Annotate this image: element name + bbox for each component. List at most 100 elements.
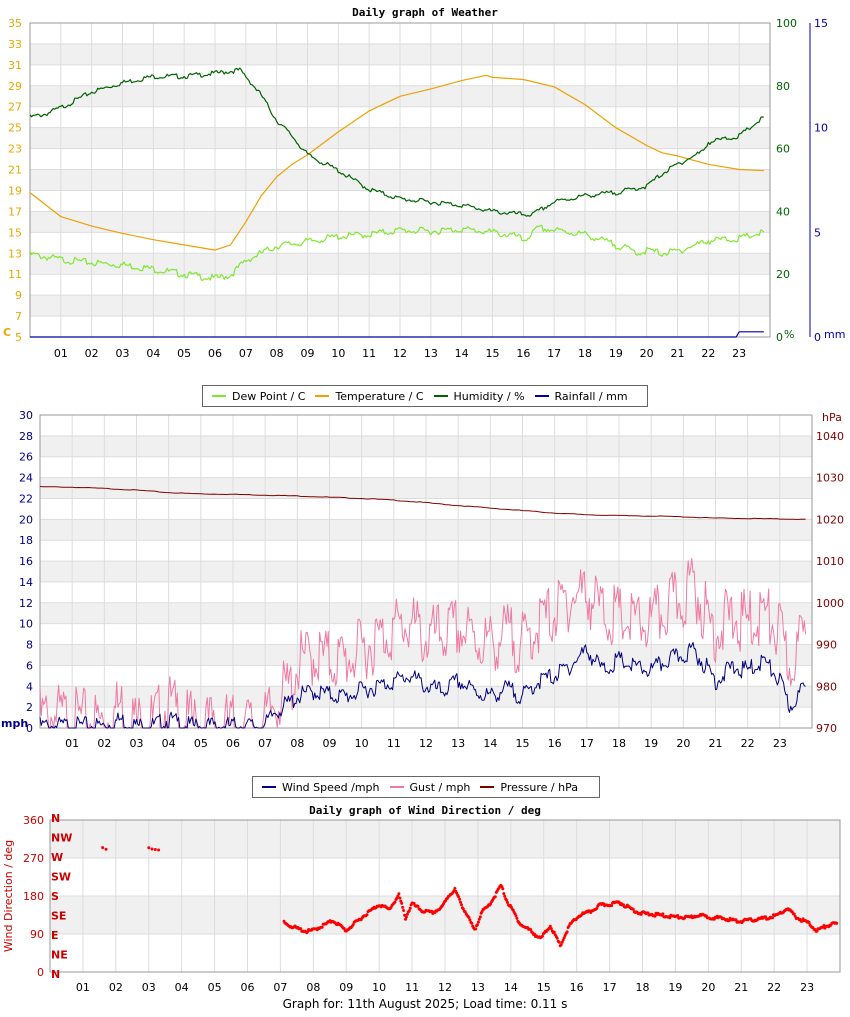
compass-label: NW	[51, 832, 72, 845]
direction-point	[299, 927, 303, 931]
x-tick-label: 19	[609, 347, 623, 360]
y-left-tick-label: 35	[8, 17, 22, 30]
x-tick-label: 20	[676, 737, 690, 750]
direction-point	[561, 938, 565, 942]
direction-point	[147, 846, 151, 850]
x-tick-label: 18	[636, 981, 650, 994]
direction-point	[398, 896, 402, 900]
series-line-0	[29, 224, 765, 281]
x-tick-label: 13	[471, 981, 485, 994]
y-rain-tick-label: 10	[814, 122, 828, 135]
direction-point	[474, 927, 478, 931]
direction-point	[734, 918, 738, 922]
y-left-tick-label: 14	[19, 576, 33, 589]
y-right-unit-label: %	[784, 328, 794, 341]
direction-point	[468, 918, 472, 922]
gust-swatch	[389, 786, 404, 788]
direction-point	[397, 892, 401, 896]
y-left-tick-label: 22	[19, 492, 33, 505]
direction-point	[400, 901, 404, 905]
x-tick-label: 09	[301, 347, 315, 360]
plot-area	[49, 819, 841, 973]
legend-item-humidity: Humidity / %	[433, 389, 525, 403]
x-tick-label: 17	[547, 347, 561, 360]
y-right-tick-label: 1020	[816, 513, 844, 526]
chart-title: Daily graph of Wind Direction / deg	[309, 804, 541, 817]
series-line-1	[39, 557, 807, 729]
x-tick-label: 15	[537, 981, 551, 994]
direction-point	[416, 904, 420, 908]
direction-point	[475, 923, 479, 927]
x-tick-label: 11	[405, 981, 419, 994]
direction-point	[101, 846, 105, 850]
x-tick-label: 16	[570, 981, 584, 994]
y-left-tick-label: 11	[8, 268, 22, 281]
compass-label: SE	[51, 910, 66, 923]
series-line-2	[39, 486, 806, 520]
y-tick-label: 180	[23, 890, 44, 903]
direction-point	[476, 920, 480, 924]
y-rain-unit-label: mm	[824, 328, 845, 341]
x-tick-label: 12	[393, 347, 407, 360]
x-tick-label: 15	[516, 737, 530, 750]
x-tick-label: 04	[175, 981, 189, 994]
direction-point	[405, 912, 409, 916]
x-tick-label: 17	[580, 737, 594, 750]
direction-point	[565, 930, 569, 934]
direction-point	[540, 934, 544, 938]
direction-point	[157, 848, 161, 852]
y-left-tick-label: 4	[26, 680, 33, 693]
series-line-3	[30, 331, 764, 338]
direction-point	[835, 921, 839, 925]
series-line-1	[29, 74, 764, 251]
x-tick-label: 17	[603, 981, 617, 994]
x-tick-label: 20	[640, 347, 654, 360]
direction-point	[506, 901, 509, 904]
x-tick-label: 02	[97, 737, 111, 750]
y-left-unit-label: mph	[1, 717, 28, 730]
y-left-tick-label: 18	[19, 534, 33, 547]
dewpoint-swatch	[212, 395, 226, 397]
y-right-tick-label: 60	[776, 143, 790, 156]
x-tick-label: 19	[668, 981, 682, 994]
plot-area	[39, 414, 813, 729]
y-left-tick-label: 2	[26, 701, 33, 714]
direction-point	[365, 913, 369, 917]
weather-chart: Daily graph of Weather 5 7 9 11 13 15 17 19 21 23 2…	[3, 6, 845, 360]
direction-point	[502, 892, 506, 896]
direction-point	[559, 943, 563, 947]
windspeed-swatch	[262, 786, 276, 788]
y-left-tick-label: 31	[8, 59, 22, 72]
direction-point	[557, 940, 561, 944]
x-tick-label: 05	[177, 347, 191, 360]
x-tick-label: 08	[306, 981, 320, 994]
y-right-tick-label: 980	[816, 680, 837, 693]
legend-label: Humidity / %	[453, 389, 525, 403]
y-left-tick-label: 6	[26, 659, 33, 672]
x-tick-label: 15	[486, 347, 500, 360]
x-tick-label: 23	[732, 347, 746, 360]
compass-label: N	[51, 968, 60, 981]
x-tick-label: 09	[339, 981, 353, 994]
rainfall-swatch	[534, 395, 549, 397]
x-tick-label: 02	[109, 981, 123, 994]
legend-label: Wind Speed /mph	[282, 780, 380, 794]
y-right-tick-label: 0	[776, 331, 783, 344]
x-tick-label: 10	[331, 347, 345, 360]
legend-label: Gust / mph	[409, 780, 471, 794]
x-tick-label: 01	[65, 737, 79, 750]
x-tick-label: 23	[800, 981, 814, 994]
direction-point	[459, 900, 462, 904]
y-left-tick-label: 17	[8, 205, 22, 218]
direction-point	[396, 894, 400, 898]
x-tick-label: 06	[226, 737, 240, 750]
direction-point	[631, 907, 635, 911]
direction-point	[402, 909, 406, 912]
y-left-tick-label: 26	[19, 451, 33, 464]
x-tick-label: 05	[194, 737, 208, 750]
y-tick-label: 0	[37, 966, 44, 979]
y-left-tick-label: 33	[8, 38, 22, 51]
y-left-tick-label: 12	[19, 597, 33, 610]
y-left-tick-label: 5	[15, 331, 22, 344]
x-tick-label: 07	[239, 347, 253, 360]
